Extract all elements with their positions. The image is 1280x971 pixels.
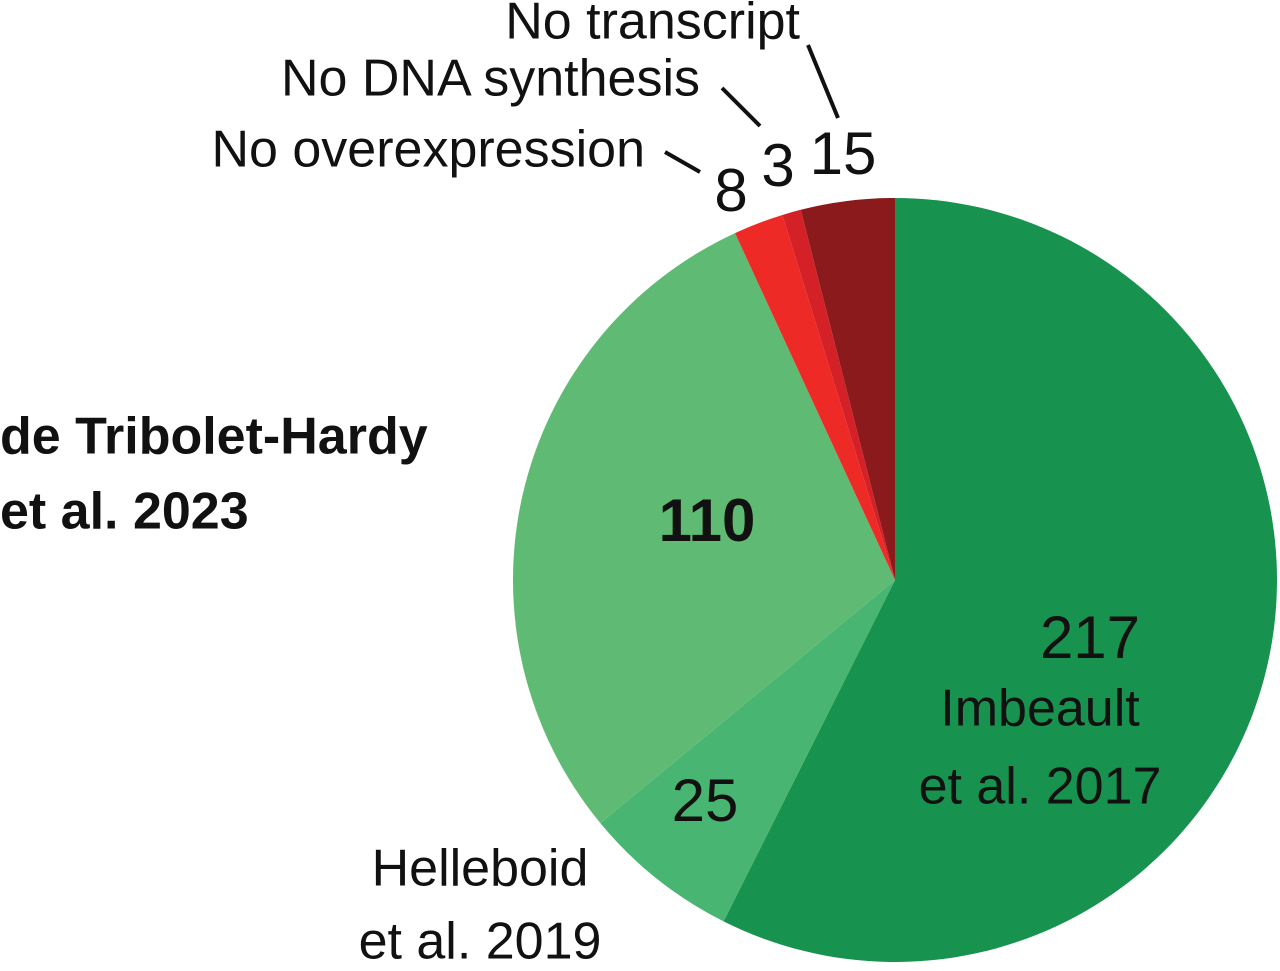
pie-slice [782,209,895,580]
pie-slice [734,214,895,580]
leader-line [806,44,840,119]
slice-label: Helleboid [372,840,589,898]
pie-slice [513,233,895,824]
pie-slice [600,580,895,922]
pie-slice [723,198,1278,962]
slice-label: No transcript [505,0,800,51]
value-label: 8 [714,157,747,224]
value-label: 15 [810,120,877,187]
leader-line [664,150,701,174]
value-label: 110 [659,487,756,554]
slice-label: No DNA synthesis [281,50,700,108]
slice-label: No overexpression [211,121,645,179]
value-label: 25 [672,767,739,834]
slice-label: et al. 2023 [0,483,249,541]
leader-line [720,86,762,128]
value-label: 3 [761,132,794,199]
slice-label: et al. 2019 [359,913,602,971]
slice-label: de Tribolet-Hardy [0,408,428,466]
pie-slice [800,198,895,580]
slice-label: et al. 2017 [919,758,1162,816]
value-label: 217 [1040,604,1140,671]
slice-label: Imbeault [940,680,1140,738]
